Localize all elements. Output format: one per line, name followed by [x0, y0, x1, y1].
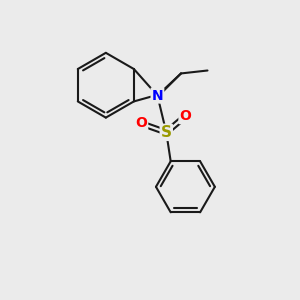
Text: S: S: [161, 125, 172, 140]
Text: N: N: [152, 88, 163, 103]
Text: O: O: [179, 109, 191, 123]
Text: O: O: [135, 116, 147, 130]
